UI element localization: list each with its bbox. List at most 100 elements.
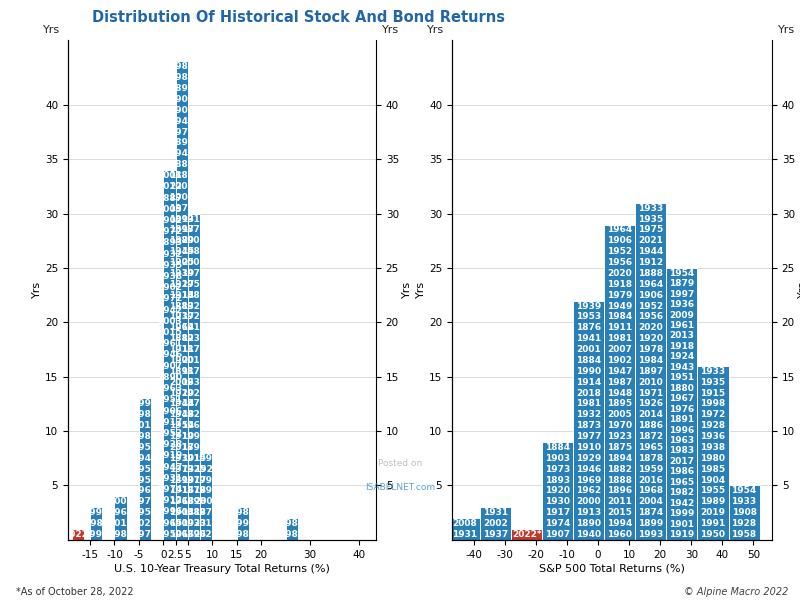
Text: 1895: 1895 bbox=[169, 84, 194, 93]
Text: 1899: 1899 bbox=[169, 476, 194, 484]
Text: 2022*: 2022* bbox=[63, 530, 93, 539]
Text: 2006: 2006 bbox=[170, 378, 194, 387]
Text: 1964: 1964 bbox=[607, 226, 632, 234]
Bar bbox=[698, 366, 729, 540]
Text: 1983: 1983 bbox=[670, 447, 694, 456]
Text: 1946: 1946 bbox=[576, 465, 602, 474]
Text: 1978: 1978 bbox=[638, 345, 663, 354]
Text: 1944: 1944 bbox=[638, 247, 663, 256]
Text: 1939: 1939 bbox=[576, 301, 602, 310]
Text: 1986: 1986 bbox=[670, 467, 694, 476]
Text: 1901: 1901 bbox=[670, 520, 694, 529]
Text: 2000: 2000 bbox=[194, 497, 218, 506]
Text: 1897: 1897 bbox=[638, 367, 663, 376]
Text: 2015: 2015 bbox=[607, 508, 632, 517]
Text: 1906: 1906 bbox=[638, 291, 663, 300]
Text: 1981: 1981 bbox=[607, 334, 632, 343]
Text: 1973: 1973 bbox=[545, 465, 570, 474]
Bar bbox=[90, 508, 102, 540]
Text: 1932: 1932 bbox=[576, 411, 602, 419]
Text: 1878: 1878 bbox=[638, 454, 663, 463]
Text: 1976: 1976 bbox=[670, 404, 694, 414]
Text: 1919: 1919 bbox=[157, 451, 182, 461]
Text: 1958: 1958 bbox=[133, 465, 158, 474]
Text: 1989: 1989 bbox=[230, 530, 255, 539]
Text: 1977: 1977 bbox=[576, 432, 602, 441]
Text: 1965: 1965 bbox=[638, 443, 663, 452]
Text: 1984: 1984 bbox=[607, 312, 632, 321]
Text: 1911: 1911 bbox=[607, 323, 632, 332]
Text: 1999: 1999 bbox=[132, 400, 158, 409]
Bar bbox=[573, 301, 604, 540]
Text: 1933: 1933 bbox=[731, 497, 757, 506]
Text: 1931: 1931 bbox=[157, 474, 182, 483]
Text: 1915: 1915 bbox=[182, 454, 206, 463]
Text: 1918: 1918 bbox=[670, 342, 694, 351]
Text: 1920: 1920 bbox=[169, 389, 194, 398]
Text: 1886: 1886 bbox=[638, 421, 663, 430]
Text: 1960: 1960 bbox=[607, 530, 632, 539]
Text: 2005: 2005 bbox=[607, 411, 632, 419]
Text: 1988: 1988 bbox=[182, 247, 206, 256]
Text: 1987: 1987 bbox=[607, 378, 632, 387]
Text: 1957: 1957 bbox=[182, 280, 206, 289]
Text: 1874: 1874 bbox=[638, 508, 663, 517]
Text: 1933: 1933 bbox=[638, 204, 663, 213]
Text: 2001: 2001 bbox=[157, 171, 182, 180]
Text: 1963: 1963 bbox=[157, 384, 182, 393]
Text: 2002: 2002 bbox=[483, 519, 508, 528]
Text: 1873: 1873 bbox=[182, 345, 206, 354]
Text: 1896: 1896 bbox=[607, 486, 632, 495]
Bar bbox=[604, 224, 635, 540]
Text: 1993: 1993 bbox=[638, 530, 663, 539]
Text: 1883: 1883 bbox=[169, 301, 194, 310]
Text: 1950: 1950 bbox=[157, 529, 182, 539]
Text: 1998: 1998 bbox=[700, 400, 726, 409]
Text: 1932: 1932 bbox=[182, 334, 206, 343]
Text: 1954: 1954 bbox=[670, 269, 694, 278]
Text: 1901: 1901 bbox=[169, 95, 194, 104]
Text: 2017: 2017 bbox=[670, 457, 694, 466]
Text: 2022*: 2022* bbox=[512, 530, 542, 539]
Text: 1981: 1981 bbox=[169, 73, 194, 82]
Text: 1994: 1994 bbox=[83, 530, 109, 539]
Text: 1902: 1902 bbox=[157, 283, 182, 292]
Text: 1950: 1950 bbox=[701, 530, 726, 539]
Text: 1967: 1967 bbox=[670, 394, 694, 403]
Text: 1983: 1983 bbox=[169, 62, 194, 71]
Text: 1971: 1971 bbox=[638, 389, 663, 398]
Y-axis label: Yrs: Yrs bbox=[402, 281, 412, 298]
Text: 1939: 1939 bbox=[169, 269, 194, 278]
Text: 1909: 1909 bbox=[169, 519, 194, 528]
X-axis label: S&P 500 Total Returns (%): S&P 500 Total Returns (%) bbox=[539, 564, 685, 574]
Text: 1879: 1879 bbox=[182, 400, 206, 409]
Text: 1924: 1924 bbox=[670, 353, 694, 361]
Text: 1888: 1888 bbox=[638, 269, 663, 278]
Text: 2005: 2005 bbox=[157, 205, 182, 214]
Text: 1902: 1902 bbox=[169, 193, 194, 202]
Text: 1926: 1926 bbox=[638, 400, 663, 409]
Text: 1943: 1943 bbox=[670, 363, 694, 372]
Text: 1894: 1894 bbox=[182, 443, 206, 452]
Text: 1964: 1964 bbox=[169, 323, 194, 332]
Text: 1953: 1953 bbox=[576, 312, 602, 321]
Text: 1880: 1880 bbox=[182, 291, 206, 300]
Text: 1990: 1990 bbox=[576, 367, 602, 376]
Text: Chart 8: Chart 8 bbox=[20, 11, 74, 24]
Text: 1995: 1995 bbox=[230, 519, 255, 528]
Text: 1912: 1912 bbox=[157, 496, 182, 505]
Text: 1965: 1965 bbox=[157, 518, 182, 528]
Text: 1874: 1874 bbox=[182, 226, 206, 234]
Text: 1955: 1955 bbox=[133, 443, 158, 452]
Text: 1936: 1936 bbox=[670, 300, 694, 309]
Text: 1952: 1952 bbox=[157, 429, 182, 438]
Text: 1925: 1925 bbox=[182, 465, 206, 474]
Bar bbox=[542, 442, 573, 540]
Text: 1948: 1948 bbox=[607, 389, 632, 398]
Text: 1879: 1879 bbox=[670, 279, 694, 288]
Text: 1945: 1945 bbox=[169, 247, 194, 256]
Text: 1961: 1961 bbox=[670, 321, 694, 330]
Text: 2015: 2015 bbox=[157, 328, 182, 337]
Text: 1882: 1882 bbox=[169, 334, 194, 343]
Text: 1947: 1947 bbox=[607, 367, 633, 376]
